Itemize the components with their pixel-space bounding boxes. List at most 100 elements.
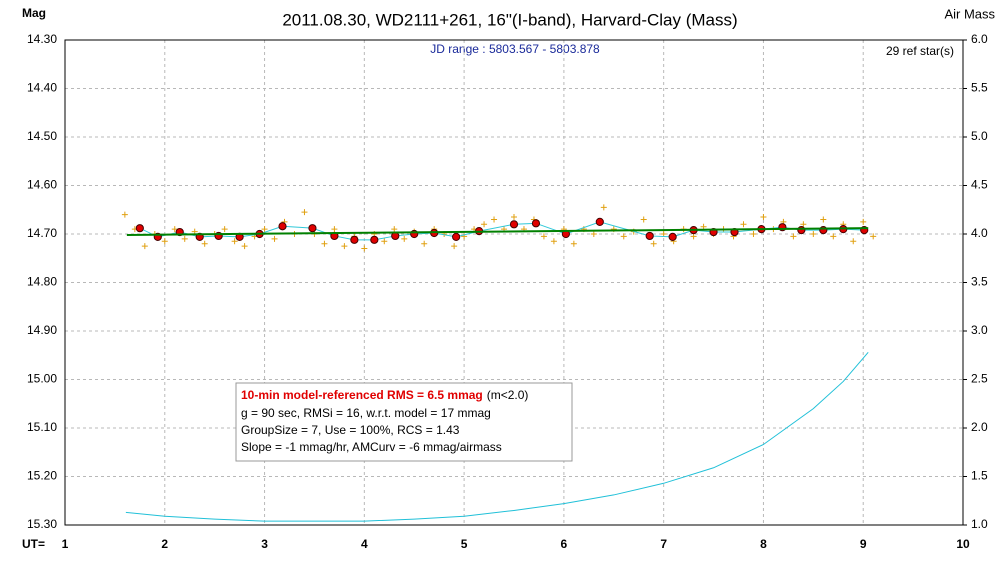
subtitle: JD range : 5803.567 - 5803.878 <box>430 42 600 56</box>
data-cross <box>301 209 308 216</box>
data-cross <box>121 211 128 218</box>
data-cross <box>800 221 807 228</box>
data-cross <box>600 204 607 211</box>
data-dot <box>797 226 806 235</box>
y-tick-label: 15.30 <box>27 517 57 531</box>
data-cross <box>750 231 757 237</box>
data-dot <box>595 217 604 226</box>
data-dot <box>668 232 677 242</box>
info-line: g = 90 sec, RMSi = 16, w.r.t. model = 17… <box>241 406 491 420</box>
data-cross <box>660 231 667 237</box>
info-line: GroupSize = 7, Use = 100%, RCS = 1.43 <box>241 423 460 437</box>
y2-tick-label: 2.5 <box>971 372 988 386</box>
y-tick-label: 14.60 <box>27 178 57 192</box>
y-axis-label: Mag <box>22 6 46 20</box>
data-cross <box>141 243 148 250</box>
y2-tick-label: 1.0 <box>971 517 988 531</box>
data-cross <box>341 243 348 250</box>
x-tick-label: 4 <box>361 537 368 551</box>
data-cross <box>401 235 408 242</box>
data-cross <box>870 233 877 240</box>
y2-tick-label: 1.5 <box>971 469 988 483</box>
data-cross <box>740 221 747 228</box>
data-cross <box>231 238 238 245</box>
y2-tick-label: 3.0 <box>971 323 988 337</box>
x-axis-label: UT= <box>22 537 45 551</box>
plot-frame <box>64 39 964 526</box>
y2-tick-label: 5.5 <box>971 81 988 95</box>
data-cross <box>830 233 837 240</box>
y-tick-label: 15.20 <box>27 469 57 483</box>
y-tick-label: 14.30 <box>27 32 57 46</box>
data-cross <box>201 240 208 247</box>
data-cross <box>790 233 797 240</box>
data-cross <box>620 233 627 240</box>
data-cross <box>850 238 857 245</box>
data-cross <box>451 243 458 250</box>
data-cross <box>221 226 228 233</box>
data-cross <box>860 218 867 225</box>
y2-tick-label: 4.0 <box>971 226 988 240</box>
data-cross <box>491 216 498 223</box>
data-cross <box>540 233 547 240</box>
data-dot <box>452 232 461 242</box>
y-tick-label: 15.00 <box>27 372 57 386</box>
data-cross <box>241 243 248 250</box>
data-cross <box>421 240 428 247</box>
data-cross <box>481 221 488 228</box>
data-cross <box>331 226 338 233</box>
info-headline: 10-min model-referenced RMS = 6.5 mmag (m… <box>241 388 528 402</box>
y2-axis-label: Air Mass <box>944 6 995 21</box>
y-tick-label: 14.80 <box>27 275 57 289</box>
data-dot <box>370 235 379 244</box>
data-cross <box>321 240 328 247</box>
y-tick-label: 14.90 <box>27 323 57 337</box>
x-tick-label: 1 <box>62 537 69 551</box>
data-cross <box>570 240 577 247</box>
ref-stars: 29 ref star(s) <box>886 44 954 58</box>
data-cross <box>161 238 168 245</box>
data-dot <box>645 231 654 241</box>
data-dot <box>531 219 541 228</box>
x-tick-label: 8 <box>760 537 767 551</box>
chart-title: 2011.08.30, WD2111+261, 16"(I-band), Har… <box>282 10 737 29</box>
data-cross <box>261 226 268 233</box>
x-tick-label: 6 <box>561 537 568 551</box>
data-cross <box>361 245 368 252</box>
x-tick-label: 10 <box>956 537 970 551</box>
y2-tick-label: 5.0 <box>971 129 988 143</box>
data-cross <box>271 235 278 242</box>
data-cross <box>391 226 398 233</box>
data-dot <box>509 220 519 229</box>
y2-tick-label: 6.0 <box>971 32 988 46</box>
series-line <box>125 352 869 522</box>
x-tick-label: 5 <box>461 537 468 551</box>
data-cross <box>550 238 557 245</box>
y2-tick-label: 2.0 <box>971 420 988 434</box>
data-cross <box>650 240 657 247</box>
y-tick-label: 14.70 <box>27 226 57 240</box>
y2-tick-label: 4.5 <box>971 178 988 192</box>
series-line <box>126 227 869 236</box>
y-tick-label: 14.40 <box>27 81 57 95</box>
data-cross <box>810 231 817 237</box>
x-tick-label: 2 <box>161 537 168 551</box>
x-tick-label: 3 <box>261 537 268 551</box>
data-dot <box>350 235 359 244</box>
info-box <box>235 382 573 462</box>
data-cross <box>820 216 827 223</box>
x-tick-label: 7 <box>660 537 667 551</box>
data-cross <box>690 233 697 240</box>
data-cross <box>381 238 388 245</box>
data-cross <box>590 231 597 237</box>
y-tick-label: 15.10 <box>27 420 57 434</box>
data-dot <box>278 222 287 231</box>
info-headline-main: 10-min model-referenced RMS = 6.5 mmag <box>241 388 483 402</box>
data-dot <box>308 224 317 233</box>
data-cross <box>171 226 178 233</box>
y2-tick-label: 3.5 <box>971 275 988 289</box>
data-cross <box>760 214 767 221</box>
info-headline-note: (m<2.0) <box>487 388 529 402</box>
